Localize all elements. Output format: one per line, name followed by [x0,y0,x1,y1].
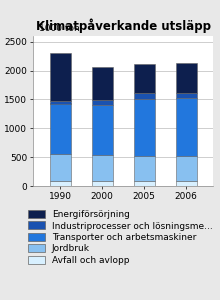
Bar [134,64,155,93]
Bar [176,62,197,93]
Bar [176,181,197,186]
Bar [92,181,113,186]
Bar [92,100,113,105]
Bar [176,93,197,98]
Bar [176,98,197,156]
Bar [50,100,71,103]
Bar [50,181,71,186]
Bar [92,67,113,100]
Bar [92,105,113,155]
Bar [134,93,155,99]
Bar [50,103,71,154]
Bar [50,154,71,181]
Bar [134,99,155,156]
Bar [176,156,197,181]
Title: Klimatpåverkande utsläpp: Klimatpåverkande utsläpp [36,19,211,33]
Bar [50,53,71,100]
Bar [134,181,155,186]
Bar [134,156,155,181]
Legend: Energiförsörjning, Industriprocesser och lösningsme..., Transporter och arbetsma: Energiförsörjning, Industriprocesser och… [29,210,213,265]
Bar [92,155,113,181]
Text: 1000 ton: 1000 ton [39,24,80,33]
